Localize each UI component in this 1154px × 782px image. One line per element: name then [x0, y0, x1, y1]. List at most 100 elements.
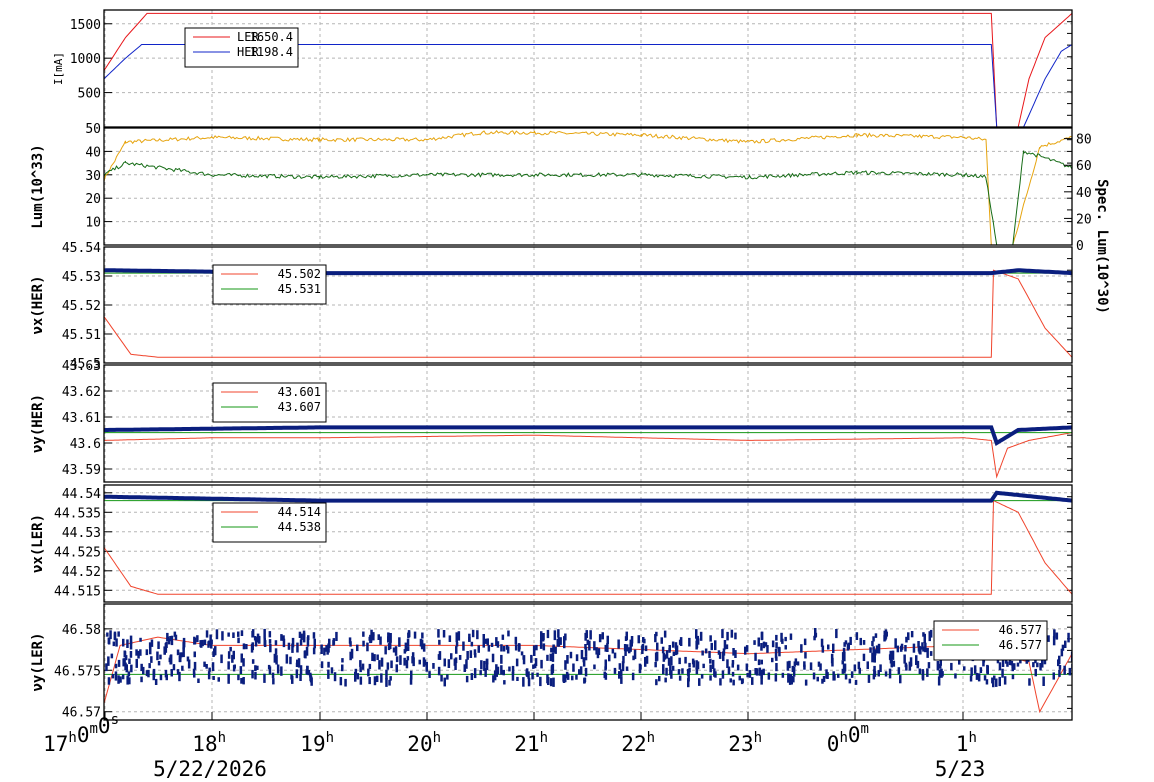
- y-tick-label: 44.525: [54, 545, 101, 560]
- measured-point: [332, 638, 336, 645]
- measured-point: [527, 677, 531, 687]
- measured-point: [679, 637, 683, 646]
- plot-area: [104, 425, 1072, 479]
- measured-point: [369, 636, 373, 642]
- measured-point: [696, 635, 699, 644]
- measured-point: [299, 674, 302, 681]
- measured-point: [309, 672, 312, 678]
- measured-point: [729, 678, 732, 683]
- y-axis-label: νy(HER): [30, 394, 46, 453]
- measured-point: [107, 637, 111, 644]
- measured-point: [305, 646, 309, 656]
- measured-point: [490, 642, 494, 647]
- measured-point: [832, 643, 835, 653]
- measured-point: [130, 664, 133, 673]
- measured-point: [732, 679, 735, 686]
- measured-point: [124, 655, 128, 661]
- measured-point: [170, 669, 173, 677]
- measured-point: [117, 675, 120, 684]
- measured-point: [1058, 670, 1061, 677]
- measured-point: [995, 678, 998, 687]
- measured-point: [709, 675, 712, 681]
- measured-point: [998, 662, 1002, 671]
- measured-point: [604, 672, 608, 680]
- measured-point: [407, 632, 410, 639]
- measured-point: [307, 670, 311, 676]
- measured-point: [477, 645, 480, 653]
- measured-point: [748, 670, 752, 678]
- y-tick-label: 1500: [70, 18, 101, 33]
- measured-point: [977, 673, 981, 682]
- measured-point: [726, 659, 729, 668]
- measured-point: [169, 655, 172, 665]
- measured-point: [827, 644, 830, 650]
- measured-point: [373, 676, 377, 686]
- measured-point: [105, 663, 108, 672]
- measured-point: [771, 640, 775, 648]
- measured-point: [209, 634, 212, 644]
- measured-point: [866, 661, 869, 669]
- measured-point: [335, 631, 338, 641]
- measured-point: [588, 640, 591, 651]
- y2-axis-label: Spec. Lum(10^30): [1094, 179, 1110, 314]
- measured-point: [468, 637, 471, 642]
- measured-point: [736, 664, 740, 671]
- measured-point: [251, 669, 254, 679]
- measured-point: [681, 668, 684, 674]
- measured-point: [917, 647, 921, 652]
- measured-point: [193, 672, 196, 678]
- measured-point: [1052, 636, 1056, 646]
- measured-point: [559, 637, 562, 645]
- measured-point: [937, 676, 941, 686]
- measured-point: [469, 650, 473, 658]
- measured-point: [114, 671, 118, 681]
- measured-point: [654, 634, 657, 643]
- measured-point: [268, 666, 272, 675]
- measured-point: [569, 651, 573, 659]
- measured-point: [872, 636, 875, 642]
- measured-point: [493, 670, 497, 681]
- series-set: [104, 269, 1072, 358]
- measured-point: [486, 638, 489, 646]
- y-tick-label: 44.52: [62, 565, 101, 580]
- measured-point: [123, 651, 127, 658]
- measured-point: [586, 639, 589, 646]
- legend-box: [933, 620, 1048, 661]
- measured-point: [618, 671, 621, 679]
- measured-point: [757, 637, 760, 647]
- measured-point: [601, 632, 604, 640]
- measured-point: [268, 631, 272, 638]
- measured-point: [410, 670, 413, 680]
- measured-point: [593, 664, 596, 670]
- y-tick-label: 43.63: [62, 359, 101, 374]
- measured-point: [721, 670, 725, 679]
- measured-point: [632, 655, 635, 661]
- measured-point: [165, 641, 168, 648]
- plot-area: [104, 490, 1072, 595]
- measured-point: [274, 640, 278, 646]
- measured-point: [710, 642, 713, 651]
- series-measured: [104, 425, 1072, 447]
- measured-point: [495, 671, 498, 677]
- measured-point: [491, 653, 495, 663]
- measured-point: [1006, 661, 1009, 667]
- measured-point: [470, 673, 474, 680]
- measured-point: [804, 679, 808, 686]
- measured-point: [667, 657, 671, 666]
- measured-point: [254, 636, 258, 647]
- measured-point: [506, 646, 510, 654]
- measured-point: [356, 644, 359, 652]
- measured-point: [485, 658, 489, 664]
- measured-point: [465, 675, 469, 683]
- measured-point: [282, 638, 286, 648]
- measured-point: [907, 632, 910, 641]
- measured-point: [193, 636, 196, 645]
- measured-point: [482, 634, 485, 643]
- measured-point: [135, 658, 138, 668]
- measured-point: [702, 663, 705, 669]
- measured-point: [557, 637, 561, 647]
- measured-point: [753, 640, 756, 645]
- measured-point: [1064, 640, 1067, 648]
